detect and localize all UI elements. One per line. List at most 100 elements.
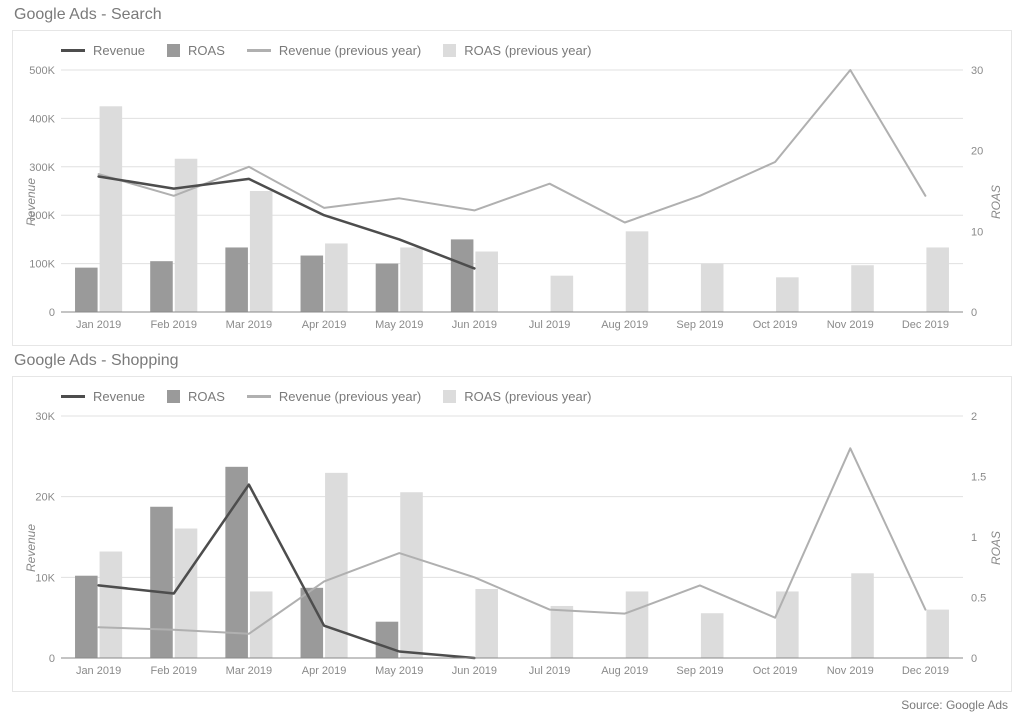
y-left-tick-label: 10K xyxy=(35,572,55,584)
y-right-tick-label: 1.5 xyxy=(971,472,986,484)
legend-item-revenue-prev: Revenue (previous year) xyxy=(247,389,421,404)
legend-item-roas: ROAS xyxy=(167,389,225,404)
x-tick-label: Jun 2019 xyxy=(452,319,497,331)
legend-label: Revenue (previous year) xyxy=(279,43,421,58)
chart-svg: 0100K200K300K400K500K0102030Jan 2019Feb … xyxy=(13,62,1011,342)
y-right-tick-label: 1 xyxy=(971,532,977,544)
bar-roas xyxy=(225,467,248,658)
bar-roas-prev xyxy=(626,231,649,312)
legend-label: ROAS (previous year) xyxy=(464,43,591,58)
line-revenue-prev xyxy=(99,448,926,634)
y-left-tick-label: 300K xyxy=(29,162,55,174)
legend-label: Revenue xyxy=(93,43,145,58)
bar-roas xyxy=(75,268,98,312)
bar-roas-prev xyxy=(100,552,123,658)
bar-roas-prev xyxy=(776,277,799,312)
y-left-tick-label: 400K xyxy=(29,113,55,125)
legend-swatch-line xyxy=(61,395,85,398)
panel-frame: Revenue ROAS Revenue (previous year) ROAS (… xyxy=(12,30,1012,346)
bar-roas-prev xyxy=(926,610,949,658)
x-tick-label: Jul 2019 xyxy=(529,665,571,677)
legend-item-revenue-prev: Revenue (previous year) xyxy=(247,43,421,58)
bar-roas-prev xyxy=(475,252,498,313)
bar-roas-prev xyxy=(175,529,198,658)
line-revenue-prev xyxy=(99,70,926,223)
chart-zone: Revenue ROAS 010K20K30K00.511.52Jan 2019… xyxy=(13,408,1011,688)
panel-title: Google Ads - Search xyxy=(14,6,1012,24)
bar-roas xyxy=(75,576,98,658)
y-axis-right-title: ROAS xyxy=(989,531,1003,565)
y-right-tick-label: 10 xyxy=(971,226,983,238)
y-left-tick-label: 500K xyxy=(29,65,55,77)
legend-label: Revenue xyxy=(93,389,145,404)
legend-swatch-box xyxy=(443,44,456,57)
x-tick-label: Feb 2019 xyxy=(151,665,197,677)
bar-roas xyxy=(301,588,324,658)
legend-swatch-box xyxy=(443,390,456,403)
source-text: Source: Google Ads xyxy=(901,698,1008,712)
bar-roas xyxy=(376,264,399,312)
y-left-tick-label: 0 xyxy=(49,653,55,665)
x-tick-label: May 2019 xyxy=(375,319,423,331)
y-left-tick-label: 0 xyxy=(49,307,55,319)
y-left-tick-label: 100K xyxy=(29,259,55,271)
bar-roas xyxy=(376,622,399,658)
bar-roas xyxy=(150,261,173,312)
bar-roas-prev xyxy=(250,191,273,312)
legend-item-roas: ROAS xyxy=(167,43,225,58)
legend: Revenue ROAS Revenue (previous year) ROAS (… xyxy=(13,31,1011,62)
x-tick-label: Nov 2019 xyxy=(827,665,874,677)
panel-frame: Revenue ROAS Revenue (previous year) ROAS (… xyxy=(12,376,1012,692)
bar-roas-prev xyxy=(851,265,874,312)
bar-roas-prev xyxy=(400,247,423,312)
bar-roas-prev xyxy=(475,589,498,658)
legend-swatch-line xyxy=(247,49,271,52)
y-right-tick-label: 2 xyxy=(971,411,977,423)
y-right-tick-label: 20 xyxy=(971,146,983,158)
panel-search: Google Ads - Search Revenue ROAS Revenue (… xyxy=(12,0,1012,346)
x-tick-label: Nov 2019 xyxy=(827,319,874,331)
bar-roas-prev xyxy=(325,243,348,312)
bar-roas-prev xyxy=(851,573,874,658)
bar-roas-prev xyxy=(626,591,649,658)
legend-item-revenue: Revenue xyxy=(61,43,145,58)
legend-label: Revenue (previous year) xyxy=(279,389,421,404)
bar-roas-prev xyxy=(701,613,724,658)
panel-title: Google Ads - Shopping xyxy=(14,352,1012,370)
y-axis-left-title: Revenue xyxy=(24,524,38,572)
x-tick-label: Dec 2019 xyxy=(902,665,949,677)
legend-item-roas-prev: ROAS (previous year) xyxy=(443,389,591,404)
x-tick-label: Sep 2019 xyxy=(676,665,723,677)
x-tick-label: Mar 2019 xyxy=(226,319,272,331)
chart-svg: 010K20K30K00.511.52Jan 2019Feb 2019Mar 2… xyxy=(13,408,1011,688)
legend-swatch-line xyxy=(247,395,271,398)
legend-label: ROAS xyxy=(188,43,225,58)
x-tick-label: Aug 2019 xyxy=(601,665,648,677)
y-left-tick-label: 20K xyxy=(35,492,55,504)
legend-label: ROAS (previous year) xyxy=(464,389,591,404)
x-tick-label: Sep 2019 xyxy=(676,319,723,331)
legend: Revenue ROAS Revenue (previous year) ROAS (… xyxy=(13,377,1011,408)
legend-swatch-line xyxy=(61,49,85,52)
y-right-tick-label: 0 xyxy=(971,653,977,665)
bar-roas-prev xyxy=(551,276,574,312)
x-tick-label: Jul 2019 xyxy=(529,319,571,331)
x-tick-label: Oct 2019 xyxy=(753,319,798,331)
bar-roas-prev xyxy=(400,492,423,658)
x-tick-label: Jan 2019 xyxy=(76,319,121,331)
chart-zone: Revenue ROAS 0100K200K300K400K500K010203… xyxy=(13,62,1011,342)
y-left-tick-label: 30K xyxy=(35,411,55,423)
x-tick-label: Apr 2019 xyxy=(302,665,347,677)
x-tick-label: Mar 2019 xyxy=(226,665,272,677)
bar-roas xyxy=(451,239,474,312)
legend-item-revenue: Revenue xyxy=(61,389,145,404)
x-tick-label: May 2019 xyxy=(375,665,423,677)
x-tick-label: Feb 2019 xyxy=(151,319,197,331)
legend-swatch-box xyxy=(167,390,180,403)
bar-roas-prev xyxy=(926,247,949,312)
bar-roas-prev xyxy=(776,591,799,658)
y-right-tick-label: 30 xyxy=(971,65,983,77)
panel-shopping: Google Ads - Shopping RevenueROASRevenue… xyxy=(12,346,1012,692)
x-tick-label: Aug 2019 xyxy=(601,319,648,331)
page: Google Ads - Search Revenue ROAS Revenue (… xyxy=(0,0,1024,714)
